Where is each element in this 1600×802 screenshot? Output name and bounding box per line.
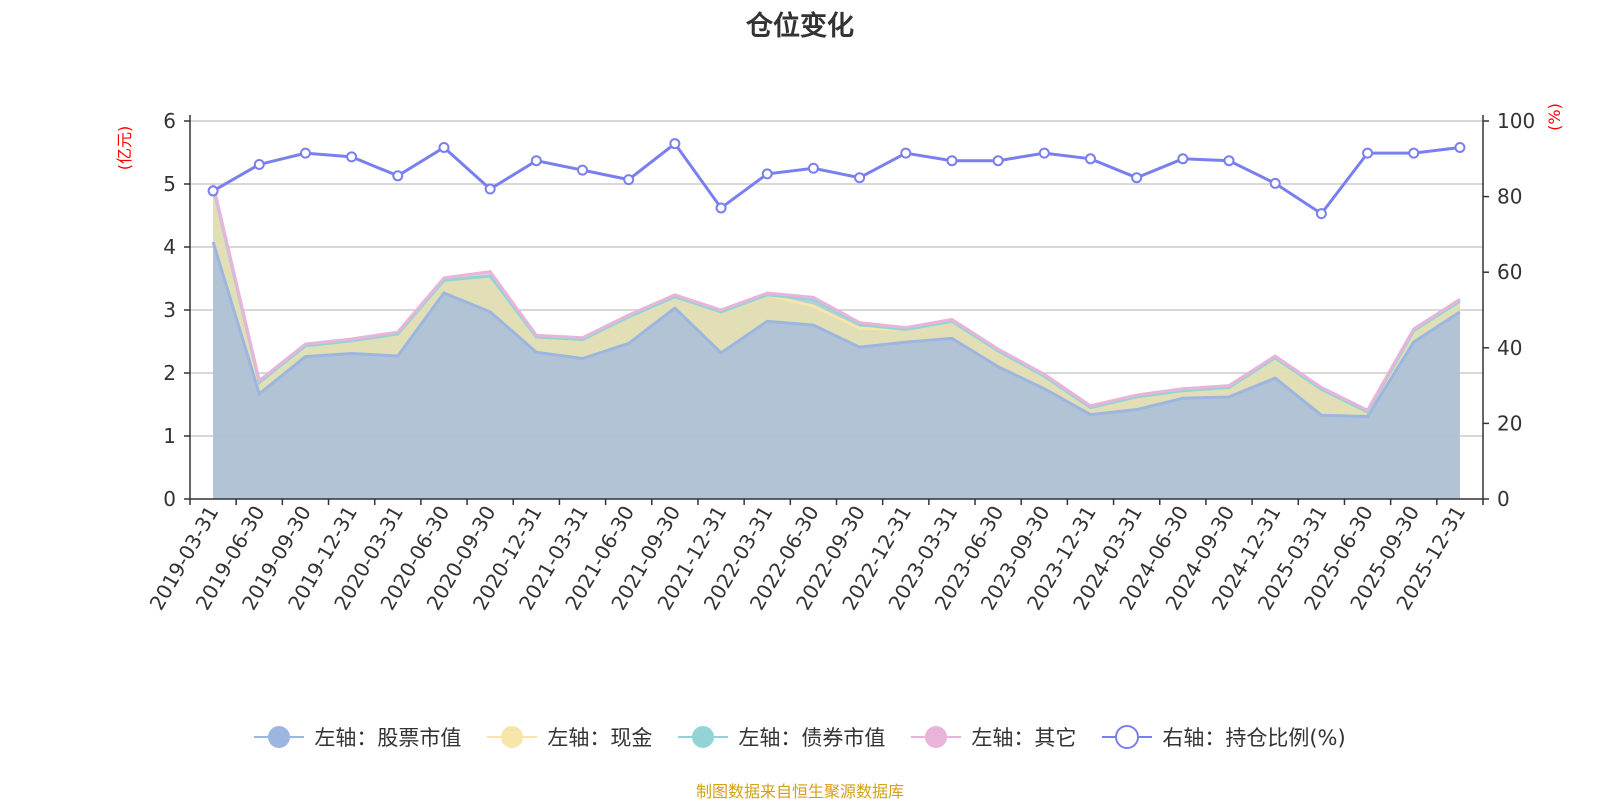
left-axis-tick-label: 0 bbox=[163, 487, 176, 511]
ratio-point bbox=[530, 155, 542, 167]
ratio-point bbox=[484, 183, 496, 195]
area-series bbox=[211, 183, 1461, 499]
left-axis-tick-label: 6 bbox=[163, 109, 176, 133]
series-3-line bbox=[211, 183, 1461, 413]
legend-symbol-icon bbox=[678, 726, 729, 748]
ratio-point bbox=[1084, 153, 1096, 165]
ratio-point bbox=[1223, 155, 1235, 167]
chart-title: 仓位变化 bbox=[746, 11, 854, 42]
ratio-point bbox=[207, 185, 219, 197]
ratio-point bbox=[253, 158, 265, 170]
left-axis-unit: (亿元) bbox=[115, 126, 134, 171]
ratio-point bbox=[1454, 141, 1466, 153]
legend-item[interactable]: 右轴：持仓比例(%) bbox=[1102, 722, 1346, 752]
right-axis-tick-label: 20 bbox=[1497, 411, 1522, 435]
legend-label: 左轴：现金 bbox=[547, 726, 653, 750]
left-axis-tick-label: 4 bbox=[163, 235, 176, 259]
legend: 左轴：股票市值 左轴：现金 左轴：债券市值 左轴：其它 右轴：持仓比例(%) bbox=[0, 722, 1600, 752]
ratio-point bbox=[715, 202, 727, 214]
legend-symbol-icon bbox=[254, 726, 305, 748]
legend-item[interactable]: 左轴：股票市值 bbox=[254, 722, 461, 752]
ratio-point bbox=[761, 168, 773, 180]
right-axis-tick-label: 80 bbox=[1497, 185, 1522, 209]
series-0-area bbox=[213, 241, 1460, 499]
ratio-point bbox=[946, 155, 958, 167]
ratio-point bbox=[1131, 172, 1143, 184]
right-axis-tick-label: 100 bbox=[1497, 109, 1535, 133]
ratio-line bbox=[212, 141, 1461, 216]
ratio-point bbox=[807, 162, 819, 174]
legend-label: 左轴：债券市值 bbox=[738, 726, 886, 750]
left-axis-tick-label: 5 bbox=[163, 172, 176, 196]
ratio-point bbox=[992, 155, 1004, 167]
right-axis-tick-label: 40 bbox=[1497, 336, 1522, 360]
ratio-point bbox=[1269, 177, 1281, 189]
legend-item[interactable]: 左轴：其它 bbox=[911, 722, 1076, 752]
ratio-point bbox=[1177, 153, 1189, 165]
left-axis-tick-label: 2 bbox=[163, 361, 176, 385]
legend-label: 左轴：股票市值 bbox=[314, 726, 462, 750]
legend-item[interactable]: 左轴：现金 bbox=[487, 722, 652, 752]
legend-item[interactable]: 左轴：债券市值 bbox=[678, 722, 885, 752]
legend-symbol-icon bbox=[487, 726, 538, 748]
ratio-point bbox=[854, 172, 866, 184]
right-axis-tick-label: 0 bbox=[1497, 487, 1510, 511]
right-axis-tick-label: 60 bbox=[1497, 260, 1522, 284]
ratio-point bbox=[1315, 208, 1327, 220]
left-axis-tick-label: 1 bbox=[163, 424, 176, 448]
legend-label: 右轴：持仓比例(%) bbox=[1162, 726, 1346, 750]
ratio-point bbox=[623, 174, 635, 186]
legend-symbol-icon bbox=[911, 726, 962, 748]
right-axis-unit: (%) bbox=[1545, 103, 1564, 131]
ratio-point bbox=[299, 147, 311, 159]
ratio-point bbox=[1362, 147, 1374, 159]
ratio-point bbox=[346, 151, 358, 163]
series-0-line bbox=[211, 241, 1461, 418]
ratio-point bbox=[577, 164, 589, 176]
ratio-point bbox=[900, 147, 912, 159]
ratio-point bbox=[1408, 147, 1420, 159]
ratio-point bbox=[438, 141, 450, 153]
legend-label: 左轴：其它 bbox=[971, 726, 1077, 750]
left-axis-tick-label: 3 bbox=[163, 298, 176, 322]
ratio-point bbox=[669, 138, 681, 150]
ratio-point bbox=[1038, 147, 1050, 159]
legend-symbol-icon bbox=[1102, 725, 1153, 749]
ratio-point bbox=[392, 170, 404, 182]
line-series bbox=[207, 138, 1466, 220]
source-note: 制图数据来自恒生聚源数据库 bbox=[695, 782, 904, 801]
